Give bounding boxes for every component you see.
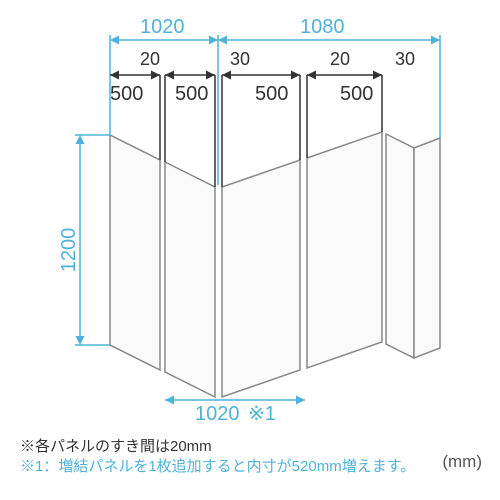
dim-500d: 500 xyxy=(340,83,373,105)
note-gap: ※各パネルのすき間は20mm xyxy=(20,435,212,456)
dim-500a: 500 xyxy=(110,83,143,105)
dim-gap30a: 30 xyxy=(230,49,250,69)
dim-top-right: 1080 xyxy=(300,16,345,38)
dim-height: 1200 xyxy=(58,228,80,273)
dim-gap20a: 20 xyxy=(140,49,160,69)
dimension-diagram: 1020 1080 20 30 20 30 500 500 500 500 12… xyxy=(0,0,500,500)
dim-500c: 500 xyxy=(255,83,288,105)
dim-inner-ref: ※1 xyxy=(248,403,276,425)
dim-500b: 500 xyxy=(175,83,208,105)
dim-gap20b: 20 xyxy=(330,49,350,69)
note-add: ※1：増結パネルを1枚追加すると内寸が520mm増えます。 xyxy=(20,455,415,476)
dim-top-left: 1020 xyxy=(140,16,185,38)
unit-label: (mm) xyxy=(442,452,482,472)
dim-gap30b: 30 xyxy=(395,49,415,69)
dim-inner: 1020 xyxy=(195,403,240,425)
